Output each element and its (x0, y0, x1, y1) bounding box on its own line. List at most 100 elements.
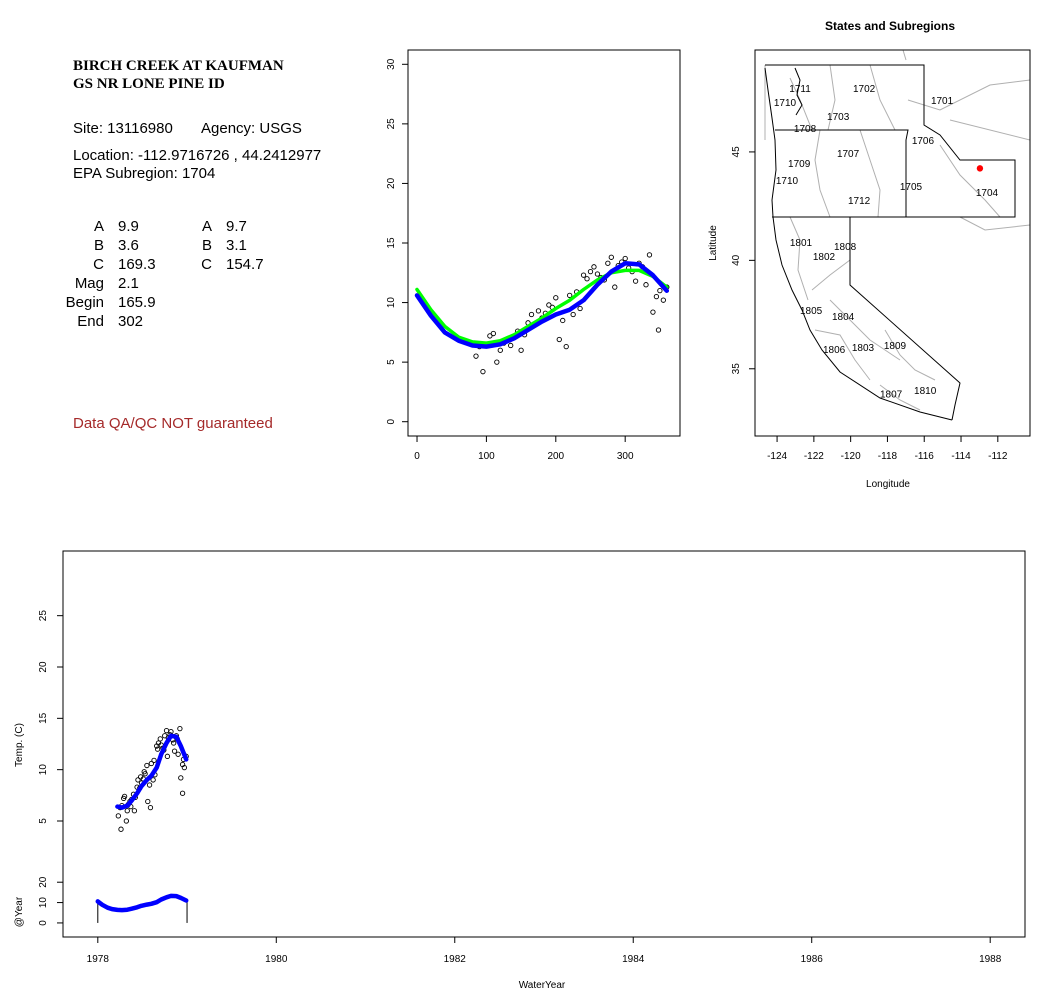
y-tick-label: 10 (386, 297, 397, 309)
param-value: 165.9 (118, 294, 156, 311)
data-point (178, 775, 184, 781)
subregion-label: 1707 (837, 149, 860, 160)
data-point (563, 343, 569, 350)
subregion-label: 1810 (914, 386, 937, 397)
subregion-label: 1808 (834, 242, 857, 253)
data-point (131, 808, 138, 814)
data-point (480, 369, 486, 375)
parameter-table: A 9.9 A 9.7 B 3.6 B 3.1 C 169.3 C 154.7 Mag 2.1 Begin 1… (66, 218, 264, 330)
y-tick-label: 35 (731, 363, 742, 375)
x-tick-label: 0 (414, 451, 420, 462)
info-panel: BIRCH CREEK AT KAUFMAN GS NR LONE PINE I… (66, 58, 322, 432)
data-point (145, 798, 151, 805)
data-point (163, 728, 170, 734)
x-tick-label: 1986 (801, 954, 824, 965)
data-point (577, 305, 583, 312)
data-point (632, 278, 639, 284)
data-point (494, 359, 500, 365)
data-point (650, 309, 656, 315)
data-point (148, 760, 154, 767)
param-value: 9.7 (226, 218, 247, 235)
data-point (171, 740, 177, 746)
data-point (497, 347, 503, 353)
x-tick-label: 300 (617, 451, 634, 462)
x-tick-label: -116 (915, 451, 935, 462)
data-point (560, 317, 566, 324)
param-name: C (93, 256, 104, 273)
fit-line (115, 733, 189, 810)
plot-area (414, 252, 670, 375)
subregion-label: 1710 (774, 98, 797, 109)
data-point (546, 302, 552, 308)
y-tick-label: 25 (38, 610, 49, 622)
data-point (135, 777, 141, 783)
y-axis-label: @Year (14, 896, 25, 927)
param-name: Mag (75, 275, 104, 292)
data-point (622, 255, 628, 262)
data-point (612, 284, 618, 290)
data-point (487, 333, 493, 339)
data-point (177, 725, 183, 732)
param-name: B (202, 237, 212, 254)
location: Location: -112.9716726 , 44.2412977 (73, 147, 321, 164)
subregion-label: 1802 (813, 252, 836, 263)
subregion-label: 1703 (827, 112, 850, 123)
data-point (157, 736, 163, 742)
map-frame (754, 49, 1031, 437)
x-tick-label: -124 (767, 451, 787, 462)
y-tick-label: 20 (38, 661, 49, 673)
subregion-label: 1708 (794, 124, 817, 135)
param-value: 3.6 (118, 237, 139, 254)
subregion-label: 1710 (776, 176, 799, 187)
y-tick-label: 45 (731, 146, 742, 158)
x-tick-label: 1988 (979, 954, 1002, 965)
data-point (121, 793, 128, 800)
x-tick-label: -122 (804, 451, 824, 462)
subregion-label: 1809 (884, 341, 907, 352)
param-value: 154.7 (226, 256, 264, 273)
x-axis-label: Longitude (866, 479, 910, 490)
y-tick-label: 15 (386, 237, 397, 249)
data-point (146, 782, 153, 788)
subregion-label: 1705 (900, 182, 923, 193)
param-value: 3.1 (226, 237, 247, 254)
data-point (591, 264, 597, 270)
x-tick-label: -114 (951, 451, 971, 462)
data-point (147, 804, 154, 811)
x-tick-label: 1982 (444, 954, 467, 965)
subregion-label: 1803 (852, 343, 875, 354)
data-point (473, 353, 479, 359)
subregion-label: 1801 (790, 238, 813, 249)
map-title: States and Subregions (825, 19, 955, 33)
param-name: B (94, 237, 104, 254)
param-value: 169.3 (118, 256, 156, 273)
data-point (142, 771, 148, 777)
x-tick-label: -118 (878, 451, 898, 462)
data-point (605, 260, 611, 266)
data-point (171, 748, 178, 754)
x-tick-label: 200 (547, 451, 564, 462)
data-point (660, 297, 666, 303)
data-point (594, 271, 601, 277)
agency: Agency: USGS (201, 120, 302, 137)
data-point (154, 746, 161, 752)
state-lines (764, 64, 1016, 421)
param-value: 302 (118, 313, 143, 330)
y-axis-label: Temp. (C) (14, 723, 25, 767)
map-shapes (764, 50, 1030, 421)
y-tick-label: 30 (386, 58, 397, 70)
subregion-label: 1701 (931, 96, 954, 107)
subregion-label: 1702 (853, 84, 876, 95)
y-tick-label: 0 (38, 920, 49, 926)
plot-frame (62, 550, 1026, 938)
y-axis-label: Latitude (708, 225, 719, 261)
param-name: C (201, 256, 212, 273)
x-tick-label: 1980 (265, 954, 288, 965)
x-axis-label: WaterYear (519, 980, 566, 991)
y-tick-label: 15 (38, 712, 49, 724)
data-point (643, 282, 649, 288)
map-area: -124 -122 -120 -118 -116 -114 -112 35 40 45 1711 17… (731, 84, 1008, 462)
data-point (567, 292, 573, 299)
subregion-label: 1711 (789, 84, 811, 95)
